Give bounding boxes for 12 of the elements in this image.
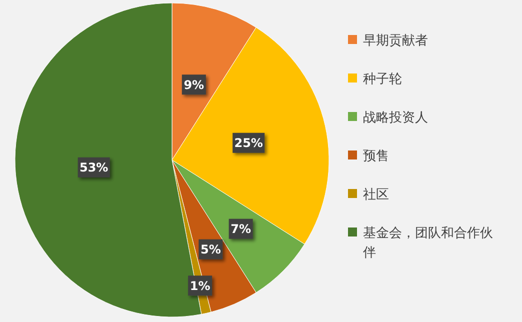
legend-label: 战略投资人 [363, 110, 428, 126]
legend-label: 预售 [363, 149, 389, 164]
data-label: 25% [234, 136, 263, 150]
data-label: 9% [184, 78, 204, 92]
legend-label: 早期贡献者 [363, 34, 428, 49]
legend-label: 基金会，团队和合作伙伴 [363, 226, 493, 261]
data-label: 53% [79, 160, 108, 175]
data-label: 7% [230, 222, 252, 236]
legend-label: 社区 [363, 188, 389, 203]
data-label: 1% [190, 278, 210, 293]
legend-label: 种子轮 [363, 72, 402, 88]
data-label: 5% [200, 242, 221, 257]
